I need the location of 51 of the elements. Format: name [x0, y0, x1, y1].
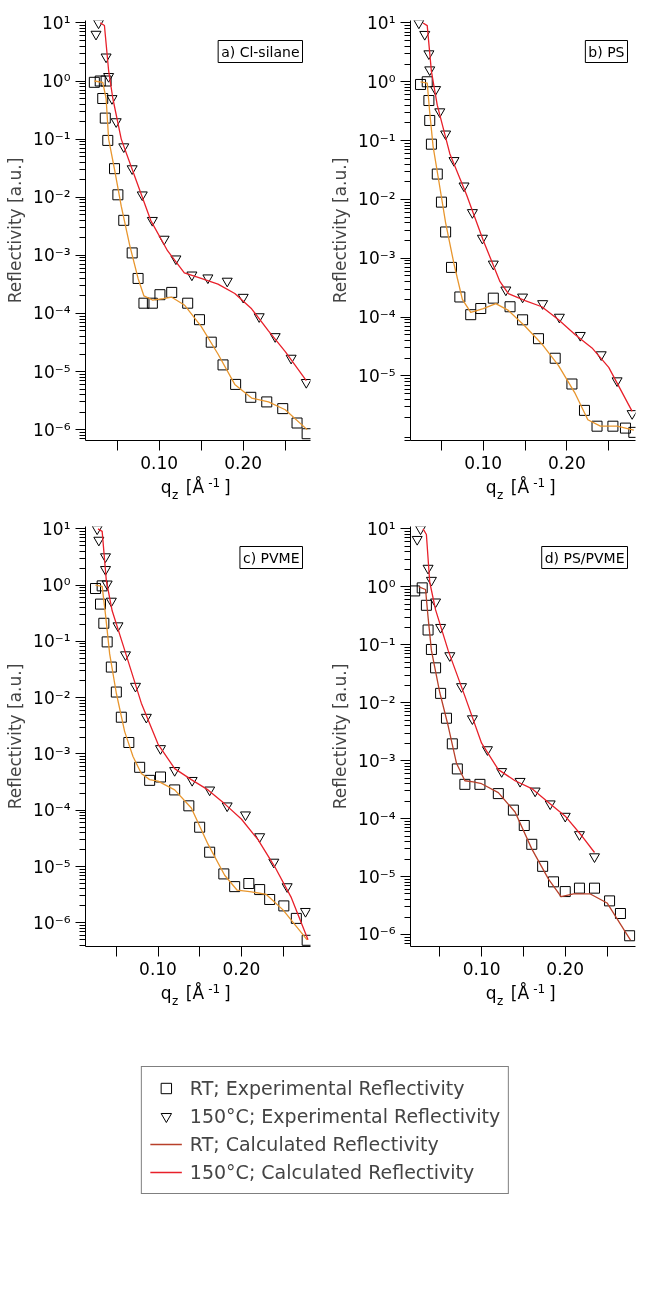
legend-label: RT; Calculated Reflectivity [189, 1132, 439, 1155]
y-tick-label: 10⁻³ [33, 743, 71, 764]
y-tick-label: 10⁻⁴ [33, 303, 71, 324]
y-tick-label: 10⁻² [33, 687, 71, 708]
x-tick-label: 0.10 [140, 452, 179, 473]
y-axis-title: Reflectivity [a.u.] [330, 157, 351, 304]
y-tick-label: 10⁻⁴ [33, 800, 71, 821]
y-tick-label: 10⁻⁴ [358, 307, 396, 328]
x-tick-label: 0.10 [464, 452, 503, 473]
y-tick-label: 10¹ [367, 518, 396, 539]
legend-label: 150°C; Experimental Reflectivity [189, 1104, 501, 1127]
y-axis-title: Reflectivity [a.u.] [5, 663, 26, 810]
y-tick-label: 10¹ [42, 518, 71, 539]
legend-label: RT; Experimental Reflectivity [189, 1076, 465, 1099]
y-tick-label: 10⁻² [33, 187, 71, 208]
text: c) PVME [242, 549, 300, 566]
y-tick-label: 10⁰ [42, 71, 71, 92]
x-tick-label: 0.20 [547, 452, 586, 473]
y-tick-label: 10⁻³ [358, 750, 396, 771]
y-tick-label: 10⁰ [367, 71, 396, 92]
y-tick-label: 10⁻⁴ [358, 808, 396, 829]
y-tick-label: 10¹ [42, 12, 71, 33]
y-tick-label: 10⁻¹ [358, 634, 396, 655]
y-tick-label: 10⁻⁶ [358, 924, 396, 945]
y-tick-label: 10⁻¹ [33, 129, 71, 150]
y-tick-label: 10⁻¹ [358, 130, 396, 151]
text: d) PS/PVME [544, 549, 625, 566]
legend-label: 150°C; Calculated Reflectivity [189, 1160, 475, 1183]
text: a) Cl-silane [221, 43, 300, 60]
y-axis-title: Reflectivity [a.u.] [5, 157, 26, 304]
x-tick-label: 0.20 [222, 958, 261, 979]
y-tick-label: 10⁰ [42, 575, 71, 596]
y-tick-label: 10⁻⁵ [358, 365, 396, 386]
y-axis-title: Reflectivity [a.u.] [330, 663, 351, 810]
x-tick-label: 0.20 [546, 958, 585, 979]
y-tick-label: 10⁰ [367, 576, 396, 597]
y-tick-label: 10¹ [367, 12, 396, 33]
x-tick-label: 0.10 [462, 958, 501, 979]
y-tick-label: 10⁻⁵ [33, 361, 71, 382]
y-tick-label: 10⁻⁶ [33, 912, 71, 933]
y-tick-label: 10⁻⁵ [358, 866, 396, 887]
y-tick-label: 10⁻⁶ [33, 419, 71, 440]
y-tick-label: 10⁻² [358, 189, 396, 210]
y-tick-label: 10⁻¹ [33, 631, 71, 652]
y-tick-label: 10⁻³ [33, 245, 71, 266]
y-tick-label: 10⁻³ [358, 248, 396, 269]
y-tick-label: 10⁻² [358, 692, 396, 713]
x-tick-label: 0.10 [139, 958, 177, 979]
x-tick-label: 0.20 [224, 452, 263, 473]
y-tick-label: 10⁻⁵ [33, 856, 71, 877]
text: b) PS [588, 43, 625, 60]
